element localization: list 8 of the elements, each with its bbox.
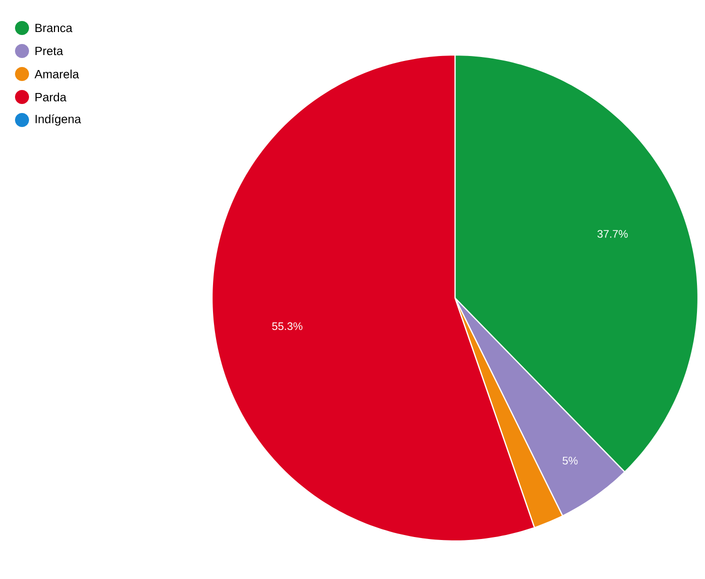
legend-label: Indígena bbox=[36, 114, 82, 126]
data-label: 55.3% bbox=[272, 322, 302, 330]
legend-label: Amarela bbox=[34, 70, 80, 78]
legend-label: Preta bbox=[36, 46, 64, 56]
legend-label: Parda bbox=[36, 92, 66, 102]
data-label: 5% bbox=[562, 456, 578, 465]
data-label: 37.7% bbox=[597, 230, 628, 238]
legend-label: Branca bbox=[36, 24, 72, 32]
